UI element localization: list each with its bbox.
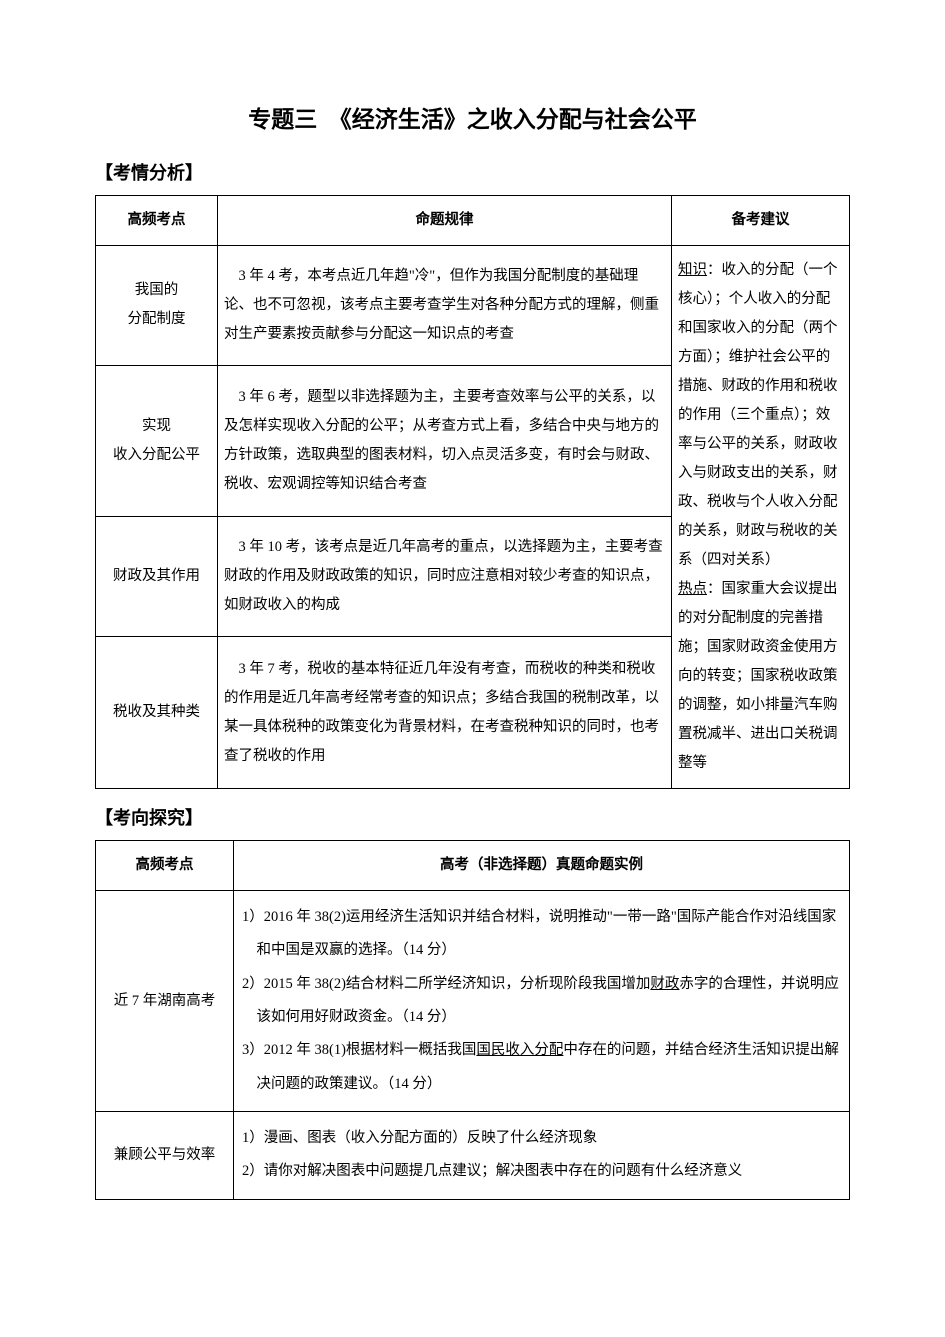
examples-cell: 1）漫画、图表（收入分配方面的）反映了什么经济现象 2）请你对解决图表中问题提几… <box>234 1112 850 1200</box>
text-underlined: 国民收入分配 <box>476 1042 563 1058</box>
topic-text: 实现 <box>142 418 171 434</box>
text-underlined: 财政 <box>650 976 679 992</box>
header-topic: 高频考点 <box>96 841 234 891</box>
topic-cell: 兼顾公平与效率 <box>96 1112 234 1200</box>
law-cell: 3 年 4 考，本考点近几年趋"冷"，但作为我国分配制度的基础理论、也不可忽视，… <box>218 246 672 366</box>
table-row: 我国的 分配制度 3 年 4 考，本考点近几年趋"冷"，但作为我国分配制度的基础… <box>96 246 850 366</box>
table-header-row: 高频考点 高考（非选择题）真题命题实例 <box>96 841 850 891</box>
table-row: 近 7 年湖南高考 1）2016 年 38(2)运用经济生活知识并结合材料，说明… <box>96 891 850 1112</box>
example-item: 1）2016 年 38(2)运用经济生活知识并结合材料，说明推动"一带一路"国际… <box>242 901 843 968</box>
header-suggest: 备考建议 <box>672 196 850 246</box>
knowledge-text: ：收入的分配（一个核心）；个人收入的分配和国家收入的分配（两个方面）；维护社会公… <box>678 262 838 568</box>
topic-cell: 实现 收入分配公平 <box>96 365 218 517</box>
text-before: 2）2015 年 38(2)结合材料二所学经济知识，分析现阶段我国增加 <box>242 976 650 992</box>
suggest-knowledge: 知识：收入的分配（一个核心）；个人收入的分配和国家收入的分配（两个方面）；维护社… <box>678 262 838 568</box>
hotspot-text: ：国家重大会议提出的对分配制度的完善措施；国家财政资金使用方向的转变；国家税收政… <box>678 581 838 771</box>
topic-cell: 我国的 分配制度 <box>96 246 218 366</box>
analysis-table: 高频考点 命题规律 备考建议 我国的 分配制度 3 年 4 考，本考点近几年趋"… <box>95 195 850 789</box>
table-row: 兼顾公平与效率 1）漫画、图表（收入分配方面的）反映了什么经济现象 2）请你对解… <box>96 1112 850 1200</box>
hotspot-label: 热点 <box>678 581 707 597</box>
suggest-cell: 知识：收入的分配（一个核心）；个人收入的分配和国家收入的分配（两个方面）；维护社… <box>672 246 850 789</box>
section-heading-direction: 【考向探究】 <box>95 804 850 830</box>
topic-text: 我国的 <box>135 282 179 298</box>
text-before: 3）2012 年 38(1)根据材料一概括我国 <box>242 1042 476 1058</box>
table-header-row: 高频考点 命题规律 备考建议 <box>96 196 850 246</box>
suggest-hotspot: 热点：国家重大会议提出的对分配制度的完善措施；国家财政资金使用方向的转变；国家税… <box>678 581 838 771</box>
law-cell: 3 年 10 考，该考点是近几年高考的重点，以选择题为主，主要考查财政的作用及财… <box>218 517 672 637</box>
topic-cell: 近 7 年湖南高考 <box>96 891 234 1112</box>
examples-cell: 1）2016 年 38(2)运用经济生活知识并结合材料，说明推动"一带一路"国际… <box>234 891 850 1112</box>
page-title: 专题三 《经济生活》之收入分配与社会公平 <box>95 100 850 134</box>
example-item: 2）2015 年 38(2)结合材料二所学经济知识，分析现阶段我国增加财政赤字的… <box>242 968 843 1035</box>
example-item: 1）漫画、图表（收入分配方面的）反映了什么经济现象 <box>242 1122 843 1155</box>
topic-text: 分配制度 <box>128 311 186 327</box>
example-item: 3）2012 年 38(1)根据材料一概括我国国民收入分配中存在的问题，并结合经… <box>242 1034 843 1101</box>
law-cell: 3 年 6 考，题型以非选择题为主，主要考查效率与公平的关系，以及怎样实现收入分… <box>218 365 672 517</box>
topic-cell: 财政及其作用 <box>96 517 218 637</box>
header-law: 命题规律 <box>218 196 672 246</box>
topic-text: 收入分配公平 <box>113 447 200 463</box>
law-cell: 3 年 7 考，税收的基本特征近几年没有考查，而税收的种类和税收的作用是近几年高… <box>218 637 672 789</box>
topic-cell: 税收及其种类 <box>96 637 218 789</box>
header-topic: 高频考点 <box>96 196 218 246</box>
knowledge-label: 知识 <box>678 262 707 278</box>
example-item: 2）请你对解决图表中问题提几点建议；解决图表中存在的问题有什么经济意义 <box>242 1155 843 1188</box>
header-examples: 高考（非选择题）真题命题实例 <box>234 841 850 891</box>
direction-table: 高频考点 高考（非选择题）真题命题实例 近 7 年湖南高考 1）2016 年 3… <box>95 840 850 1200</box>
section-heading-analysis: 【考情分析】 <box>95 159 850 185</box>
